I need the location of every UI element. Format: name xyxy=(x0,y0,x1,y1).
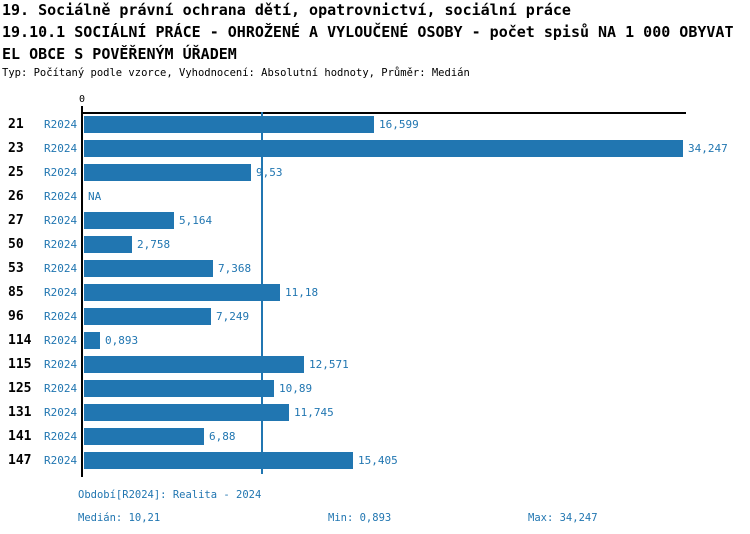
bar xyxy=(84,284,280,301)
bar xyxy=(84,452,353,469)
row-category-label: 85 xyxy=(8,285,24,300)
bar-value-label: NA xyxy=(88,190,102,203)
bar-value-label: 34,247 xyxy=(688,142,728,155)
bar xyxy=(84,236,132,253)
row-category-label: 131 xyxy=(8,405,32,420)
bar xyxy=(84,140,683,157)
stat-median: Medián: 10,21 xyxy=(78,512,161,524)
bar xyxy=(84,428,204,445)
row-category-label: 27 xyxy=(8,213,24,228)
bar-value-label: 0,893 xyxy=(105,334,139,347)
row-series-label: R2024 xyxy=(44,310,78,323)
bar xyxy=(84,212,174,229)
bar xyxy=(84,164,251,181)
row-category-label: 21 xyxy=(8,117,24,132)
x-axis-line xyxy=(81,112,686,114)
x-axis-zero-tick-label: 0 xyxy=(78,94,86,105)
bar-value-label: 11,745 xyxy=(294,406,334,419)
report-meta: Typ: Počítaný podle vzorce, Vyhodnocení:… xyxy=(2,67,470,79)
report-title-line2: 19.10.1 SOCIÁLNÍ PRÁCE - OHROŽENÉ A VYLO… xyxy=(2,23,734,41)
row-series-label: R2024 xyxy=(44,166,78,179)
row-series-label: R2024 xyxy=(44,190,78,203)
row-series-label: R2024 xyxy=(44,142,78,155)
bar-value-label: 5,164 xyxy=(179,214,213,227)
report-title-line1: 19. Sociálně právní ochrana dětí, opatro… xyxy=(2,1,571,19)
bar-value-label: 15,405 xyxy=(358,454,398,467)
report-title-line3: EL OBCE S POVĚŘENÝM ÚŘADEM xyxy=(2,45,237,63)
bar xyxy=(84,380,274,397)
row-category-label: 147 xyxy=(8,453,32,468)
row-series-label: R2024 xyxy=(44,118,78,131)
bar xyxy=(84,116,374,133)
row-category-label: 23 xyxy=(8,141,24,156)
bar-value-label: 9,53 xyxy=(256,166,283,179)
row-series-label: R2024 xyxy=(44,334,78,347)
bar xyxy=(84,260,213,277)
row-category-label: 115 xyxy=(8,357,32,372)
row-series-label: R2024 xyxy=(44,214,78,227)
bar-value-label: 2,758 xyxy=(137,238,171,251)
bar xyxy=(84,332,100,349)
period-label: Období[R2024]: Realita - 2024 xyxy=(78,489,262,501)
bar-value-label: 10,89 xyxy=(279,382,313,395)
row-series-label: R2024 xyxy=(44,286,78,299)
bar xyxy=(84,404,289,421)
row-series-label: R2024 xyxy=(44,406,78,419)
row-category-label: 114 xyxy=(8,333,32,348)
bar-value-label: 7,368 xyxy=(218,262,252,275)
row-series-label: R2024 xyxy=(44,430,78,443)
bar-value-label: 16,599 xyxy=(379,118,419,131)
bar xyxy=(84,356,304,373)
bar-value-label: 7,249 xyxy=(216,310,250,323)
row-category-label: 50 xyxy=(8,237,24,252)
row-category-label: 125 xyxy=(8,381,32,396)
row-series-label: R2024 xyxy=(44,454,78,467)
row-series-label: R2024 xyxy=(44,358,78,371)
stat-min: Min: 0,893 xyxy=(328,512,392,524)
row-category-label: 26 xyxy=(8,189,24,204)
row-category-label: 25 xyxy=(8,165,24,180)
row-series-label: R2024 xyxy=(44,382,78,395)
bar-value-label: 12,571 xyxy=(309,358,349,371)
row-category-label: 53 xyxy=(8,261,24,276)
y-axis-line xyxy=(81,106,83,477)
bar-value-label: 11,18 xyxy=(285,286,319,299)
row-series-label: R2024 xyxy=(44,262,78,275)
stat-max: Max: 34,247 xyxy=(528,512,598,524)
row-category-label: 96 xyxy=(8,309,24,324)
row-category-label: 141 xyxy=(8,429,32,444)
bar-value-label: 6,88 xyxy=(209,430,236,443)
bar xyxy=(84,308,211,325)
row-series-label: R2024 xyxy=(44,238,78,251)
